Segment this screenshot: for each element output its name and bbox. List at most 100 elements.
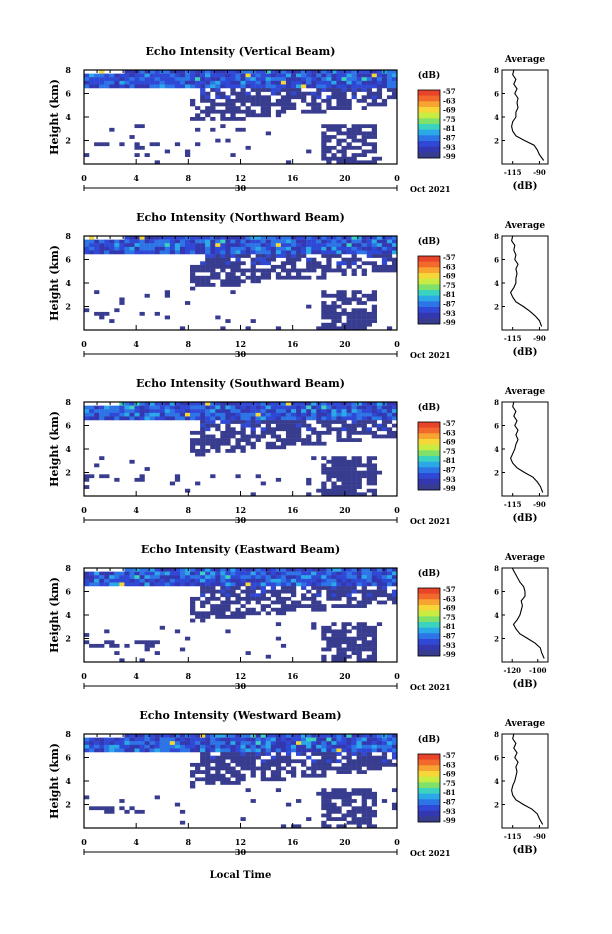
heatmap-cell <box>159 737 165 742</box>
heatmap-cell <box>109 643 115 648</box>
heatmap-cell <box>270 582 277 587</box>
heatmap-cell <box>356 246 362 251</box>
heatmap-cell <box>341 73 347 78</box>
heatmap-cell <box>326 138 332 143</box>
heatmap-cell <box>225 243 231 248</box>
heatmap-cell <box>326 571 332 576</box>
heatmap-cell <box>301 575 307 580</box>
heatmap-cell <box>376 593 383 598</box>
colorbar-swatch <box>418 810 440 817</box>
heatmap-cell <box>346 492 352 497</box>
heatmap-cell <box>356 131 362 136</box>
heatmap-cell <box>139 246 145 251</box>
heatmap-cell <box>109 412 115 417</box>
heatmap-cell <box>275 445 282 450</box>
heatmap-cell <box>225 102 231 107</box>
heatmap-cell <box>270 243 277 248</box>
heatmap-cell <box>270 88 277 92</box>
heatmap-cell <box>220 781 226 785</box>
heatmap-cell <box>321 416 327 421</box>
colorbar-swatch <box>418 124 440 130</box>
heatmap-cell <box>179 737 186 742</box>
heatmap-cell <box>356 824 362 829</box>
heatmap-cell <box>301 268 307 273</box>
heatmap-cell <box>114 246 120 251</box>
heatmap-cell <box>84 795 90 800</box>
heatmap-cell <box>326 402 332 406</box>
heatmap-cell <box>270 759 277 764</box>
heatmap-cell <box>250 239 256 244</box>
heatmap-cell <box>361 326 367 331</box>
heatmap-cell <box>154 142 160 147</box>
heatmap-cell <box>371 636 378 641</box>
heatmap-cell <box>215 423 221 428</box>
heatmap-cell <box>326 98 332 103</box>
heatmap-cell <box>89 748 95 753</box>
heatmap-cell <box>361 308 367 313</box>
heatmap-cell <box>311 568 317 572</box>
heatmap-cell <box>230 434 236 439</box>
heatmap-cell <box>205 611 211 616</box>
heatmap-cell <box>144 250 150 255</box>
x-tick-label: 12 <box>235 837 246 847</box>
heatmap-cell <box>260 106 266 110</box>
heatmap-cell <box>164 575 171 580</box>
heatmap-cell <box>306 748 312 753</box>
heatmap-cell <box>159 246 165 251</box>
heatmap-cell <box>215 409 221 414</box>
heatmap-cell <box>371 131 378 136</box>
heatmap-cell <box>351 77 357 82</box>
heatmap-cell <box>326 762 332 767</box>
x-tick-label: 0 <box>394 173 400 183</box>
heatmap-cell <box>290 770 297 774</box>
heatmap-cell <box>301 438 307 442</box>
heatmap-cell <box>240 578 246 583</box>
heatmap-cell <box>260 596 266 601</box>
heatmap-cell <box>195 239 201 244</box>
heatmap-cell <box>336 268 342 273</box>
heatmap-cell <box>265 427 271 432</box>
heatmap-cell <box>301 773 307 778</box>
heatmap-cell <box>109 73 115 78</box>
heatmap-cell <box>235 127 241 132</box>
heatmap-cell <box>240 95 246 100</box>
x-tick-label: 0 <box>394 837 400 847</box>
heatmap-cell <box>280 568 287 572</box>
heatmap-cell <box>174 477 181 482</box>
heatmap-cell <box>366 474 372 479</box>
heatmap-cell <box>275 420 282 424</box>
heatmap-cell <box>184 70 191 74</box>
heatmap-cell <box>225 416 231 421</box>
heatmap-cell <box>190 449 196 453</box>
heatmap-cell <box>179 236 186 240</box>
heatmap-cell <box>260 589 266 594</box>
heatmap-cell <box>285 402 292 406</box>
heatmap-cell <box>245 438 251 442</box>
heatmap-cell <box>371 755 378 760</box>
heatmap-cell <box>321 759 327 764</box>
heatmap-cell <box>210 257 216 262</box>
heatmap-cell <box>250 611 256 616</box>
heatmap-cell <box>285 95 292 100</box>
heatmap-cell <box>366 643 372 648</box>
colorbar-swatch <box>418 605 440 611</box>
heatmap-cell <box>371 759 378 764</box>
heatmap-cell <box>321 293 327 298</box>
avg-y-tick-label: 4 <box>494 445 499 454</box>
heatmap-cell <box>290 80 297 85</box>
heatmap-cell <box>210 246 216 251</box>
heatmap-cell <box>290 264 297 269</box>
heatmap-cell <box>240 568 246 572</box>
heatmap-cell <box>366 467 372 471</box>
heatmap-cell <box>331 254 337 258</box>
heatmap-cell <box>306 80 312 85</box>
heatmap-cell <box>149 142 155 147</box>
heatmap-cell <box>371 409 378 414</box>
heatmap-cell <box>89 243 95 248</box>
heatmap-cell <box>195 744 201 749</box>
heatmap-cell <box>220 113 226 118</box>
heatmap-cell <box>164 734 171 738</box>
heatmap-cell <box>240 409 246 414</box>
average-line <box>511 69 545 161</box>
heatmap-cell <box>326 315 332 320</box>
